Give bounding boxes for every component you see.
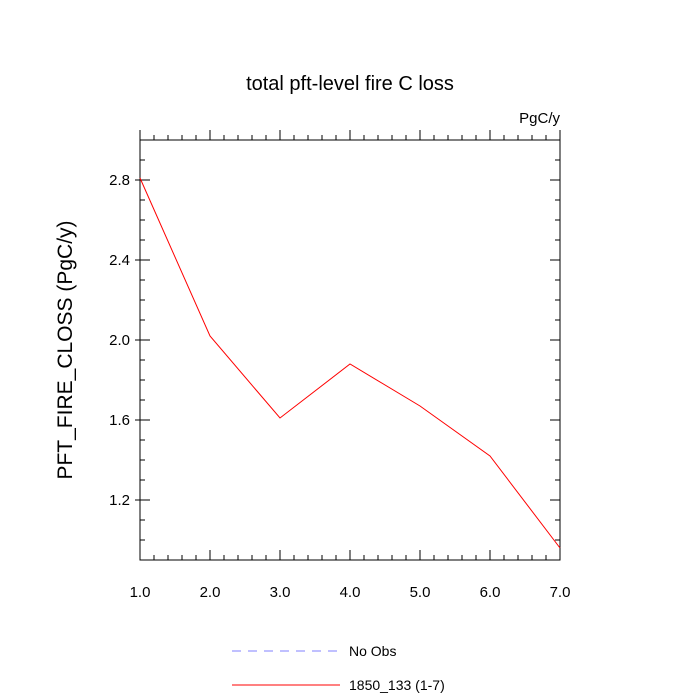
legend: No Obs 1850_133 (1-7) (232, 643, 445, 693)
x-tick-label: 2.0 (200, 584, 221, 601)
x-tick-label: 1.0 (130, 584, 151, 601)
x-tick-label: 5.0 (410, 584, 431, 601)
y-axis-label: PFT_FIRE_CLOSS (PgC/y) (54, 220, 77, 479)
plot-frame (139, 139, 561, 561)
axis-tick-labels: 1.2 1.6 2.0 2.4 2.8 1.0 2.0 3.0 4.0 5.0 6.0 7.0 (109, 172, 570, 601)
y-tick-label: 2.4 (109, 252, 130, 269)
x-tick-label: 3.0 (270, 584, 291, 601)
series-line (139, 177, 561, 549)
x-tick-label: 6.0 (480, 584, 501, 601)
units-label: PgC/y (519, 110, 560, 127)
axis-ticks (135, 130, 561, 561)
chart-title: total pft-level fire C loss (246, 73, 454, 95)
x-tick-label: 4.0 (340, 584, 361, 601)
legend-label: 1850_133 (1-7) (349, 677, 445, 693)
x-tick-label: 7.0 (550, 584, 571, 601)
series-group (139, 177, 561, 549)
y-tick-label: 1.2 (109, 492, 130, 509)
legend-label: No Obs (349, 643, 396, 659)
y-tick-label: 2.0 (109, 332, 130, 349)
y-tick-label: 2.8 (109, 172, 130, 189)
y-tick-label: 1.6 (109, 412, 130, 429)
